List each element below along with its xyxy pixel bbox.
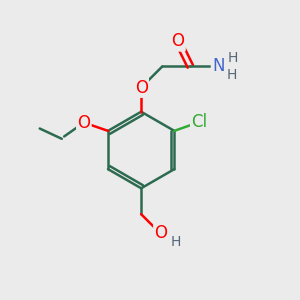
Text: O: O bbox=[135, 79, 148, 97]
Text: H: H bbox=[227, 68, 237, 82]
Text: N: N bbox=[212, 57, 225, 75]
Text: O: O bbox=[77, 114, 90, 132]
Text: H: H bbox=[228, 51, 238, 65]
Text: O: O bbox=[154, 224, 167, 242]
Text: O: O bbox=[172, 32, 184, 50]
Text: H: H bbox=[170, 235, 181, 249]
Text: Cl: Cl bbox=[191, 113, 207, 131]
